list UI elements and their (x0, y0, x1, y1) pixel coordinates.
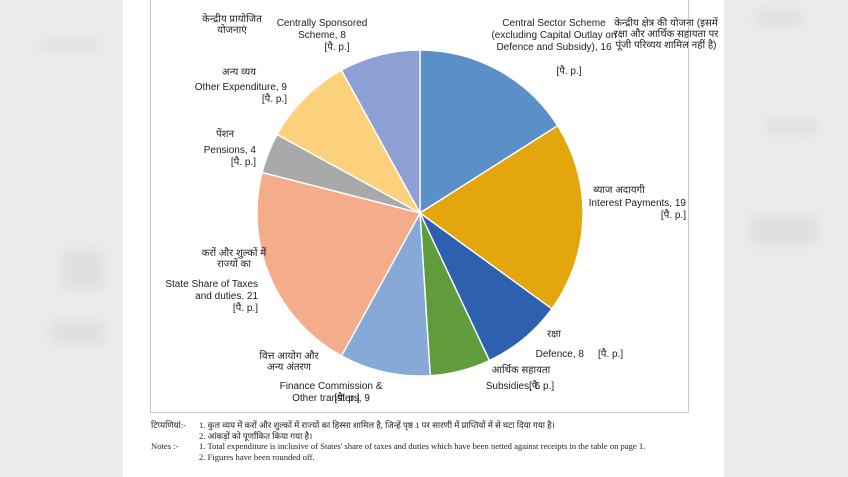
slice-label-5: State Share of Taxes (165, 279, 258, 290)
pie-slice-0 (419, 49, 559, 215)
slice-note-6: [पै. p.] (231, 156, 256, 168)
note-hindi-2: 2. आंकड़ों को पूर्णांकित किया गया है। (199, 431, 313, 441)
note-english-2: 2. Figures have been rounded off. (199, 452, 315, 462)
slice-note-3: [पै. p.] (529, 380, 554, 392)
left-background (0, 0, 123, 477)
slice-label-hindi-7: अन्य व्यय (222, 67, 256, 78)
notes-english-heading: Notes :- (151, 441, 179, 451)
slice-label-1: Interest Payments, 19 (589, 198, 687, 209)
chart-frame (150, 0, 689, 413)
right-background (724, 0, 848, 477)
pie-slice-5 (256, 171, 422, 357)
slice-label-7: Other Expenditure, 9 (195, 82, 288, 93)
pie-chart: केन्द्रीय क्षेत्र की योजना (इसमेंरक्षा औ… (165, 13, 720, 404)
slice-label-6: Pensions, 4 (204, 145, 257, 156)
slice-label-4: Other transfers, 9 (292, 393, 370, 404)
pie-slice-1 (418, 124, 584, 310)
slice-label-hindi-0: केन्द्रीय क्षेत्र की योजना (इसमें (614, 17, 718, 29)
slice-label-0: Defence and Subsidy), 16 (496, 42, 612, 53)
slice-note-5: [पै. p.] (233, 302, 258, 314)
slice-note-8: [पै. p.] (324, 41, 349, 53)
slice-label-hindi-8: योजनाएं (217, 24, 247, 36)
document-page: केन्द्रीय क्षेत्र की योजना (इसमें रक्षा औ… (123, 0, 724, 477)
slice-label-hindi-5: राज्यों का (217, 258, 251, 270)
slice-label-5: and duties. 21 (195, 291, 258, 302)
slice-label-hindi-0: पूंजी परिव्यय शामिल नहीं है) (615, 39, 716, 51)
pie-slice-4 (340, 210, 431, 377)
slice-label-0: Central Sector Scheme (502, 18, 606, 29)
slice-note-2: [पै. p.] (598, 348, 623, 360)
note-hindi-1: 1. कुल व्यय में करों और शुल्कों में राज्… (199, 420, 555, 430)
slice-label-0: (excluding Capital Outlay on (491, 30, 616, 41)
slice-label-hindi-6: पेंशन (216, 128, 234, 140)
slice-label-hindi-4: अन्य अंतरण (267, 361, 312, 373)
slice-label-hindi-3: आर्थिक सहायता (492, 364, 551, 376)
note-english-1: 1. Total expenditure is inclusive of Sta… (199, 441, 646, 451)
slice-label-8: Scheme, 8 (298, 30, 346, 41)
pie-slice-8 (340, 49, 421, 214)
slice-label-hindi-0: रक्षा और आर्थिक सहायता पर (614, 28, 720, 40)
notes-hindi-heading: टिप्पणियां:- (151, 420, 186, 430)
slice-label-8: Centrally Sponsored (277, 18, 368, 29)
slice-note-7: [पै. p.] (262, 93, 287, 105)
chart-notes: टिप्पणियां:- 1. कुल व्यय में करों और शुल्… (151, 419, 721, 463)
slice-label-hindi-2: रक्षा (547, 329, 561, 340)
slice-label-hindi-1: ब्याज अदायगी (593, 184, 645, 196)
slice-note-1: [पै. p.] (661, 209, 686, 221)
slice-label-3: Subsidies, 6 (486, 381, 541, 392)
slice-note-4: [पै. p.] (334, 392, 359, 404)
slice-label-hindi-4: वित्त आयोग और (259, 350, 319, 362)
slice-note-0: [पै. p.] (556, 65, 581, 77)
pie-slice-7 (276, 69, 422, 215)
slice-label-2: Defence, 8 (536, 349, 585, 360)
slice-label-hindi-5: करों और शुल्कों में (202, 247, 268, 259)
slice-label-hindi-8: केन्द्रीय प्रायोजित (202, 13, 262, 25)
slice-label-4: Finance Commission & (280, 381, 383, 392)
